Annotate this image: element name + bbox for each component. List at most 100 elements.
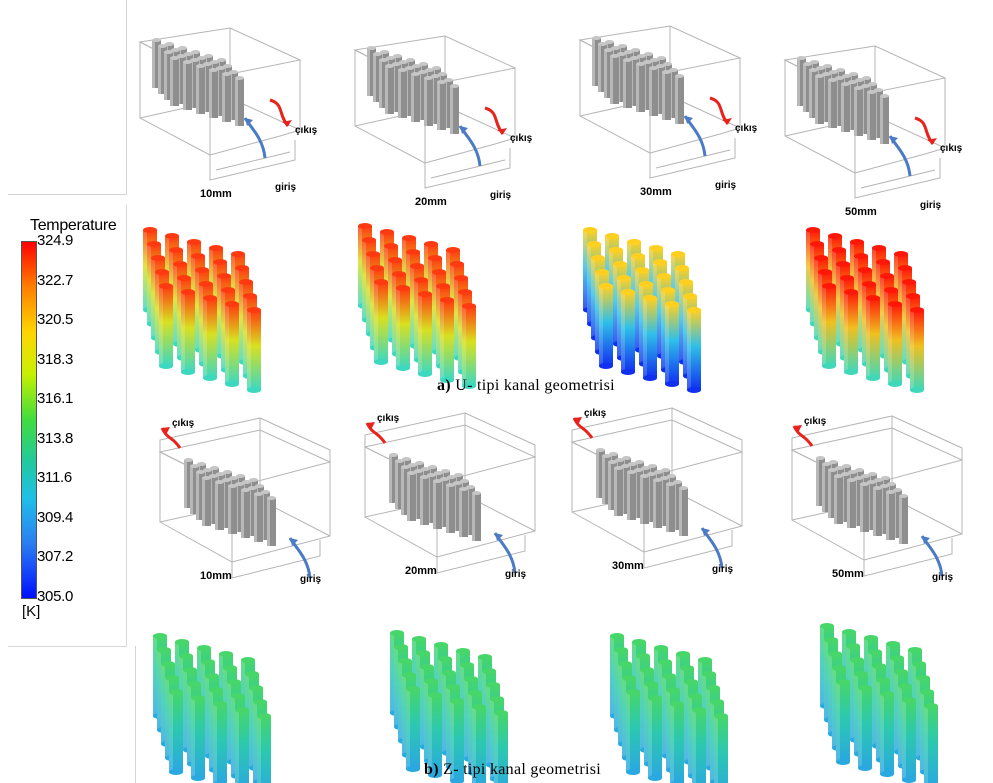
heat-cylinder <box>203 295 217 381</box>
section_u-outlet-label-0: çıkış <box>295 125 318 136</box>
section_z-outlet-label-3: çıkış <box>804 416 827 427</box>
legend-tick-7: 309.4 <box>37 508 74 526</box>
heat-cylinder <box>692 707 706 783</box>
heat-cylinder <box>902 697 916 783</box>
legend-tick-9: 305.0 <box>37 588 74 605</box>
legend-title: Temperature <box>30 217 117 234</box>
caption-z-text: Z- tipi kanal geometrisi <box>443 761 601 778</box>
section_z-size-label-0: 10mm <box>200 570 232 582</box>
heat-cylinder <box>866 295 880 381</box>
legend-tick-3: 318.3 <box>37 350 74 368</box>
heat-cylinder <box>888 301 902 387</box>
section_u-size-label-2: 30mm <box>640 186 672 198</box>
section_u-size-label-3: 50mm <box>845 206 877 218</box>
heat-cylinder <box>181 289 195 375</box>
heat-cylinder <box>880 691 894 777</box>
section_u-heatmap-0 <box>143 227 261 393</box>
heat-cylinder <box>440 297 454 383</box>
heat-cylinder <box>665 301 679 387</box>
outlet-arrow <box>572 417 594 439</box>
heat-cylinder <box>169 689 183 775</box>
section_z-geometry-2 <box>570 407 744 569</box>
frame-line-top-left <box>126 0 127 194</box>
legend-tick-0: 324.9 <box>37 232 74 249</box>
cylinder-array <box>816 456 908 544</box>
heat-cylinder <box>626 689 640 775</box>
section_z-geometry-0 <box>158 417 332 579</box>
section_z-heatmap-0 <box>153 633 271 783</box>
heat-cylinder <box>643 295 657 381</box>
heat-cylinder <box>247 307 261 393</box>
caption-u: a) U- tipi kanal geometrisi <box>437 377 615 395</box>
section_z-geometry-1 <box>363 412 537 574</box>
section_u-size-label-0: 10mm <box>200 188 232 200</box>
legend-tick-4: 316.1 <box>37 390 74 408</box>
outlet-arrow <box>365 422 387 444</box>
section_z-outlet-label-2: çıkış <box>584 408 607 419</box>
section_u-inlet-label-3: giriş <box>920 200 942 211</box>
cylinder-array <box>797 56 889 144</box>
heat-cylinder <box>191 695 205 781</box>
heat-cylinder <box>494 710 508 783</box>
section_u-heatmap-1 <box>358 223 476 389</box>
section_u-heatmap-3 <box>806 227 924 393</box>
section_z-size-label-2: 30mm <box>612 560 644 572</box>
section_z-heatmap-3 <box>820 623 938 783</box>
cylinder-array <box>389 453 481 541</box>
heat-cylinder <box>599 283 613 369</box>
heat-cylinder <box>213 701 227 783</box>
heat-cylinder <box>159 283 173 369</box>
section_z-size-label-3: 50mm <box>832 568 864 580</box>
section_u-outlet-label-2: çıkış <box>735 123 758 134</box>
heat-cylinder <box>406 686 420 772</box>
frame-line-bottom-left <box>135 646 136 783</box>
section_z-outlet-label-0: çıkış <box>172 418 195 429</box>
cylinder-array <box>184 458 276 546</box>
heat-cylinder <box>714 713 728 783</box>
heat-cylinder <box>822 283 836 369</box>
section_u-inlet-label-2: giriş <box>715 180 737 191</box>
section_u-size-label-1: 20mm <box>415 196 447 208</box>
heat-cylinder <box>687 307 701 393</box>
section_u-geometry-3 <box>783 45 947 199</box>
section_u-heatmap-2 <box>583 227 701 393</box>
heat-cylinder <box>374 279 388 365</box>
heat-cylinder <box>472 704 486 783</box>
legend-tick-1: 322.7 <box>37 271 74 289</box>
section_z-outlet-label-1: çıkış <box>377 413 400 424</box>
legend-unit: [K] <box>22 603 41 620</box>
section_u-outlet-label-1: çıkış <box>510 133 533 144</box>
section_z-heatmap-1 <box>390 630 508 783</box>
section_u-geometry-2 <box>578 25 742 179</box>
section_u-outlet-label-3: çıkış <box>940 143 963 154</box>
outlet-arrow <box>160 427 182 449</box>
heat-cylinder <box>235 707 249 783</box>
section_z-inlet-label-1: giriş <box>505 569 527 580</box>
section_z-inlet-label-2: giriş <box>712 564 734 575</box>
heat-cylinder <box>670 701 684 783</box>
section_z-inlet-label-0: giriş <box>300 574 322 585</box>
caption-u-text: U- tipi kanal geometrisi <box>455 377 615 394</box>
frame-line-divider <box>8 194 127 195</box>
heat-cylinder <box>910 307 924 393</box>
heat-cylinder <box>450 698 464 783</box>
heat-cylinder <box>257 713 271 783</box>
heat-cylinder <box>225 301 239 387</box>
section_u-geometry-0 <box>138 27 302 181</box>
legend-color-bar <box>21 241 37 599</box>
legend-tick-2: 320.5 <box>37 311 74 329</box>
heat-cylinder <box>648 695 662 781</box>
temperature-legend: Temperature 324.9 322.7 320.5 318.3 316.1 313… <box>8 205 127 647</box>
legend-tick-5: 313.8 <box>37 429 74 447</box>
section_u-inlet-label-1: giriş <box>490 190 512 201</box>
heat-cylinder <box>858 685 872 771</box>
cylinder-array <box>152 38 244 126</box>
section_u-geometry-1 <box>353 35 517 189</box>
heat-cylinder <box>428 692 442 778</box>
caption-z: b) Z- tipi kanal geometrisi <box>424 761 601 779</box>
cylinder-array <box>592 36 684 124</box>
caption-u-letter: a) <box>437 377 451 394</box>
section_z-geometry-3 <box>790 415 964 577</box>
heat-cylinder <box>462 303 476 389</box>
heat-cylinder <box>396 285 410 371</box>
